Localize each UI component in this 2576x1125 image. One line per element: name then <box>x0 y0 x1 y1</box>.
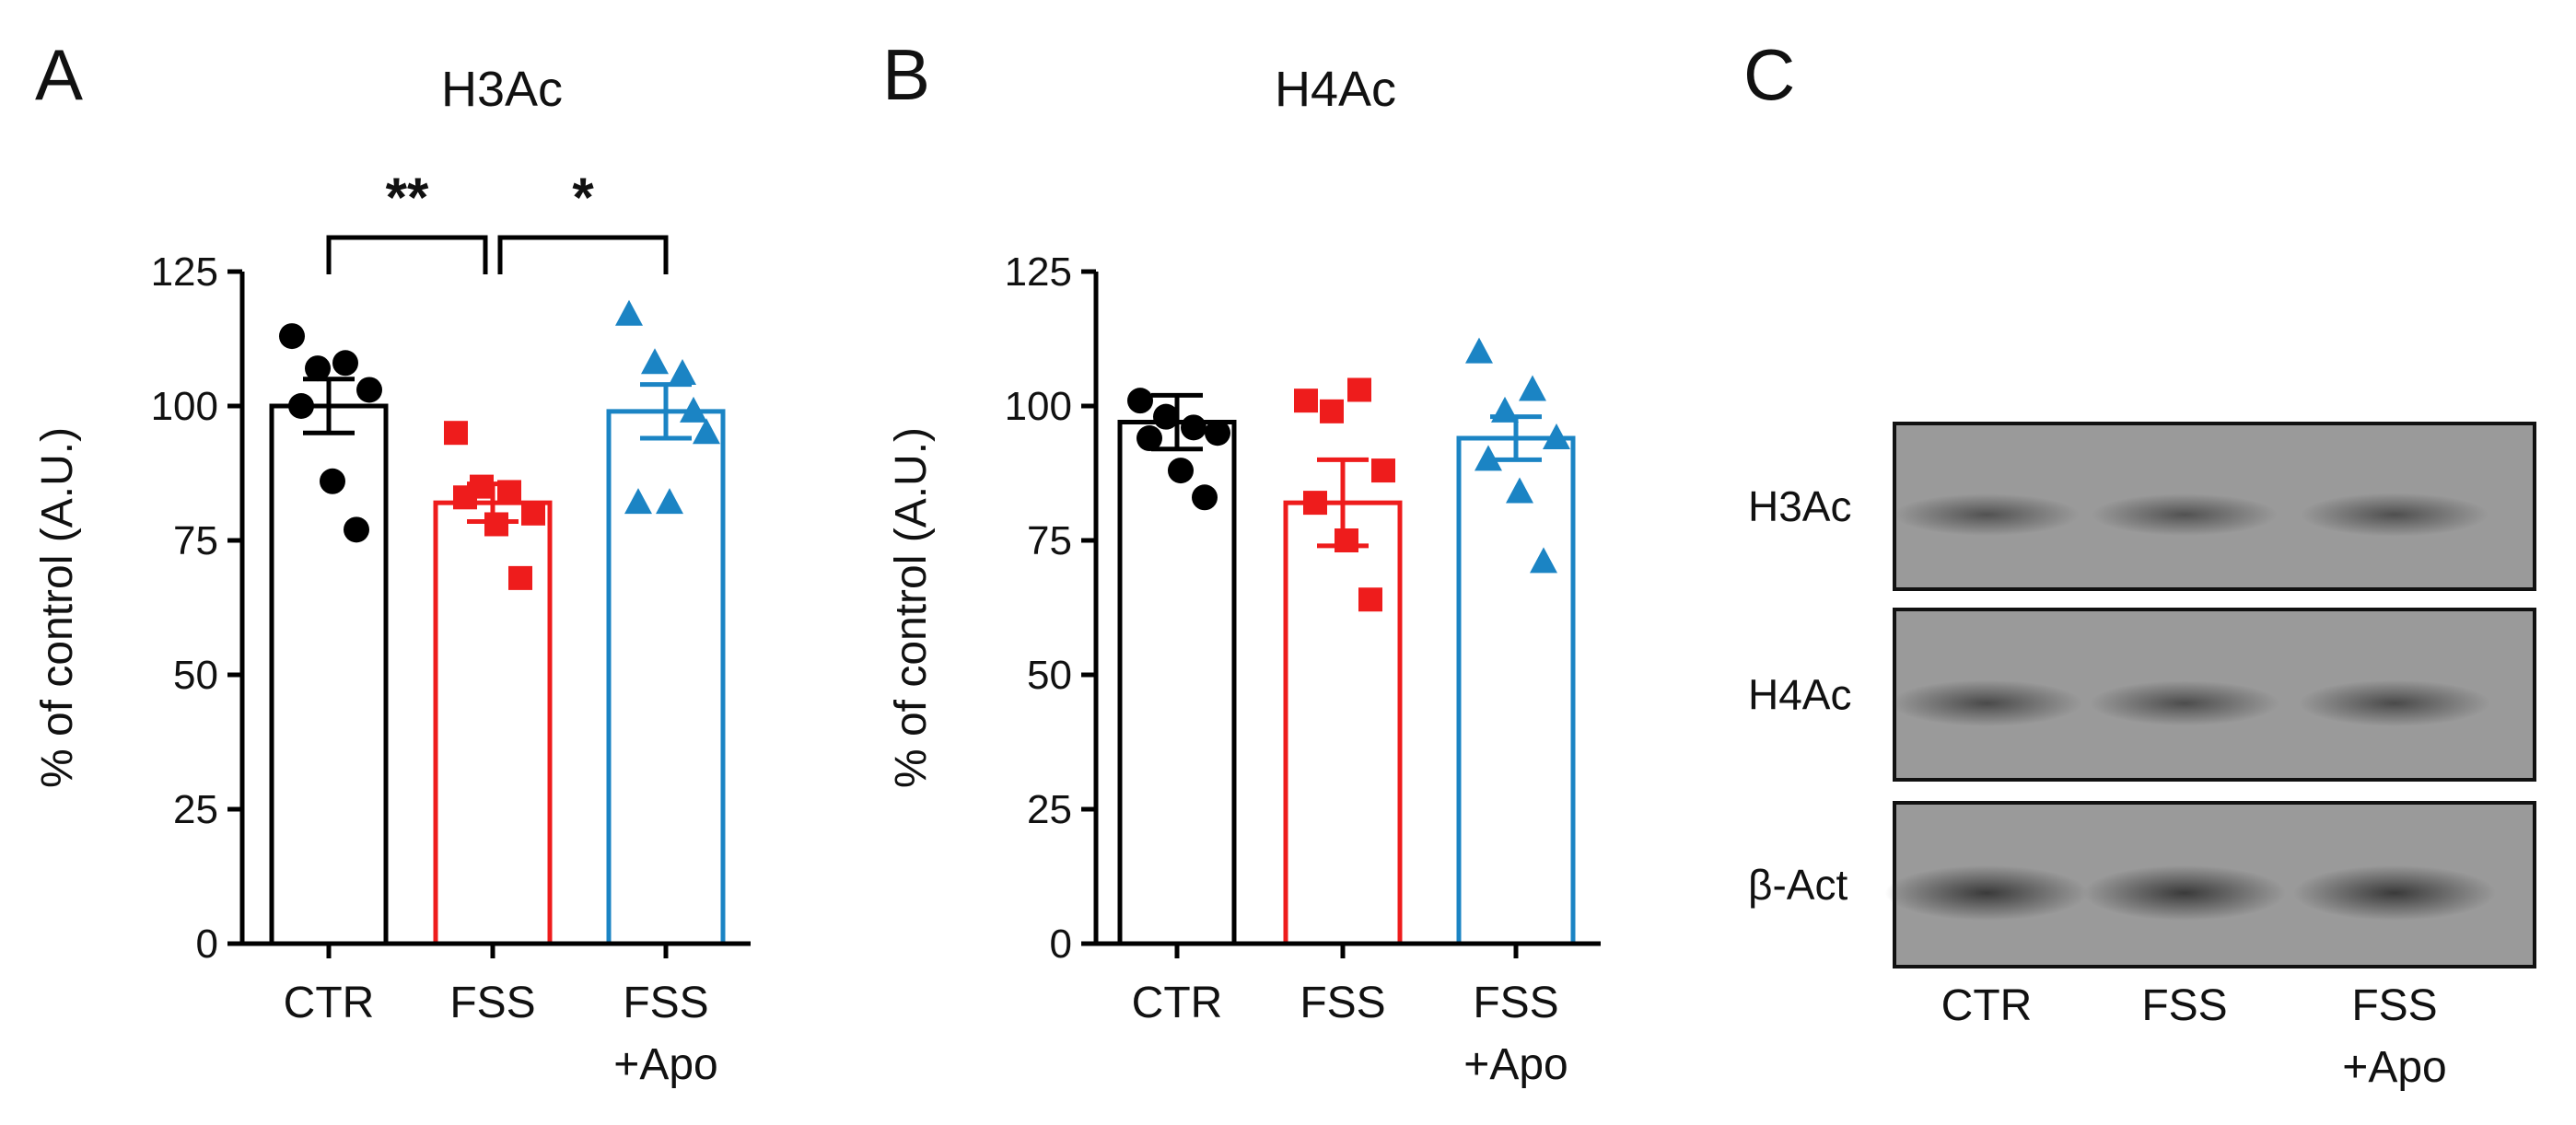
data-point <box>1491 396 1519 423</box>
y-tick-label: 100 <box>1005 384 1072 429</box>
data-point <box>484 512 508 537</box>
data-point <box>1303 491 1327 516</box>
data-point <box>521 501 545 526</box>
data-point <box>615 299 643 326</box>
panel-b-letter: B <box>882 34 930 115</box>
blot-lane-label-line2: +Apo <box>2342 1043 2446 1092</box>
data-point <box>1465 337 1493 364</box>
data-point <box>305 355 331 382</box>
x-tick-label: CTR <box>284 979 375 1027</box>
x-tick-label: CTR <box>1132 979 1223 1027</box>
bar-fss-apo <box>1456 435 1576 944</box>
chart-h3ac: % of control (A.U.) 0 25 50 75 100 125 CTR FSS FS… <box>33 167 751 1089</box>
blot-band <box>1891 679 2082 726</box>
y-tick-label: 25 <box>1027 787 1072 832</box>
data-point <box>1294 389 1318 413</box>
x-tick-label-line2: +Apo <box>613 1040 717 1089</box>
bar-fss-apo <box>606 409 726 944</box>
x-tick-label: FSS <box>449 979 535 1027</box>
y-tick-label: 50 <box>173 653 218 698</box>
y-tick-label: 50 <box>1027 653 1072 698</box>
data-point <box>1168 458 1194 484</box>
x-tick-label: FSS <box>623 979 708 1027</box>
data-point <box>279 323 305 350</box>
panel-c-letter: C <box>1743 34 1795 115</box>
data-point <box>1543 423 1570 450</box>
bar-fss <box>1283 500 1403 944</box>
western-blot: H3Ac H4Ac β-Act CTR FSS FSS +Apo <box>1748 422 2536 1092</box>
data-point <box>641 348 669 375</box>
y-tick-label: 25 <box>173 787 218 832</box>
data-point <box>1506 477 1533 504</box>
data-point <box>1136 425 1162 452</box>
y-tick-label: 75 <box>173 518 218 563</box>
blot-lane-label: FSS <box>2351 981 2437 1030</box>
blot-row-label: H4Ac <box>1748 671 1851 719</box>
blot-band <box>2299 679 2490 726</box>
blot-band <box>2092 493 2278 536</box>
data-point <box>1181 414 1206 441</box>
data-point <box>453 485 477 510</box>
data-point <box>1347 377 1371 402</box>
blot-lane-label: FSS <box>2141 981 2227 1030</box>
data-point <box>288 393 314 419</box>
chart-a-title: H3Ac <box>441 62 563 117</box>
data-point <box>1530 547 1557 574</box>
y-tick-label: 125 <box>1005 249 1072 295</box>
data-point <box>1205 420 1230 447</box>
blot-row-label: β-Act <box>1748 861 1847 909</box>
data-point <box>669 358 696 385</box>
data-point <box>656 488 683 515</box>
blot-band <box>2083 864 2286 921</box>
data-point <box>1320 399 1344 423</box>
data-point <box>320 468 345 494</box>
blot-band <box>2090 680 2279 726</box>
y-tick-label: 100 <box>151 384 218 429</box>
data-point <box>332 350 358 377</box>
data-point <box>444 421 468 446</box>
y-axis-label: % of control (A.U.) <box>887 427 936 788</box>
y-tick-label: 75 <box>1027 518 1072 563</box>
blot-band <box>1894 493 2080 536</box>
significance-label: ** <box>386 167 429 228</box>
blot-band <box>2293 864 2496 921</box>
data-point <box>1371 458 1395 483</box>
data-point <box>693 418 720 445</box>
data-point <box>497 480 521 505</box>
data-point <box>1127 388 1153 414</box>
y-axis-label: % of control (A.U.) <box>33 427 82 788</box>
bar-fss <box>433 500 553 944</box>
chart-b-title: H4Ac <box>1275 62 1396 117</box>
significance-label: * <box>572 167 594 228</box>
x-tick-label-line2: +Apo <box>1463 1040 1568 1089</box>
x-tick-label: FSS <box>1300 979 1385 1027</box>
x-tick-label: FSS <box>1473 979 1558 1027</box>
blot-lane-label: CTR <box>1941 981 2033 1030</box>
data-point <box>508 565 532 590</box>
y-tick-label: 0 <box>1050 922 1072 967</box>
panel-a-letter: A <box>35 34 83 115</box>
data-point <box>1192 484 1218 511</box>
data-point <box>1519 375 1546 401</box>
data-point <box>356 377 382 403</box>
data-point <box>344 516 369 543</box>
y-tick-label: 0 <box>196 922 218 967</box>
blot-row-label: H3Ac <box>1748 482 1851 530</box>
significance-bracket <box>497 235 669 274</box>
significance-bracket <box>326 235 488 274</box>
data-point <box>1153 403 1179 430</box>
data-point <box>1474 445 1502 471</box>
data-point <box>1335 528 1358 552</box>
blot-band <box>1885 864 2088 921</box>
y-tick-label: 125 <box>151 249 218 295</box>
data-point <box>624 488 652 515</box>
blot-band <box>2301 493 2489 537</box>
data-point <box>1358 587 1382 612</box>
data-point <box>680 396 707 423</box>
chart-h4ac: % of control (A.U.) 0 25 50 75 100 125 CTR FSS FS… <box>887 249 1601 1089</box>
